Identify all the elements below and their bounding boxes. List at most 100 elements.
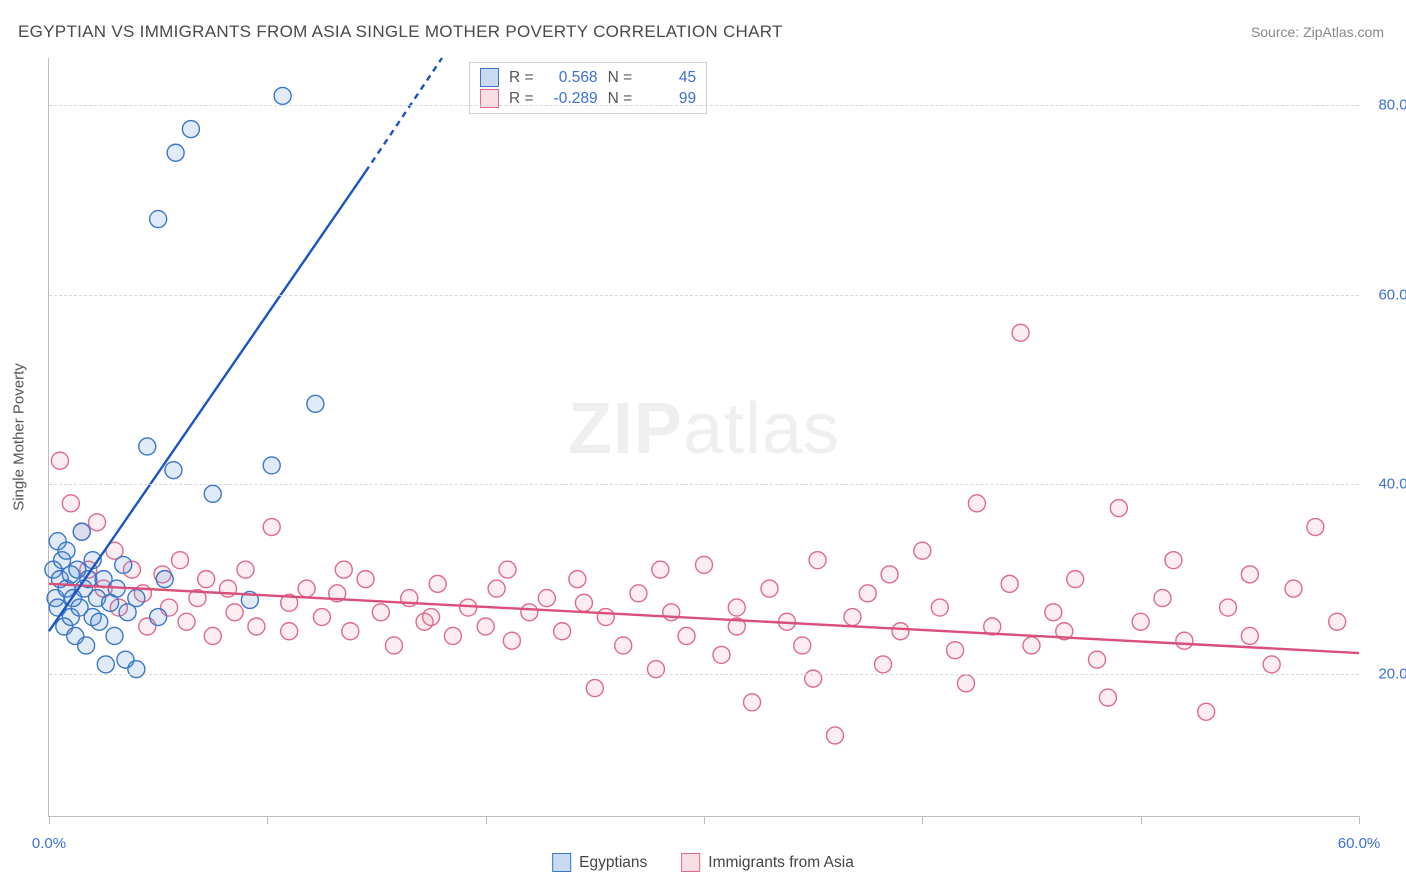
data-point [73, 523, 90, 540]
data-point [150, 609, 167, 626]
data-point [89, 514, 106, 531]
data-point [958, 675, 975, 692]
data-point [761, 580, 778, 597]
data-point [263, 457, 280, 474]
data-point [597, 609, 614, 626]
data-point [423, 609, 440, 626]
x-tick [922, 816, 923, 824]
data-point [678, 627, 695, 644]
data-point [115, 556, 132, 573]
data-point [647, 661, 664, 678]
data-point [1132, 613, 1149, 630]
data-point [1154, 590, 1171, 607]
data-point [198, 571, 215, 588]
data-point [78, 637, 95, 654]
data-point [892, 623, 909, 640]
data-point [696, 556, 713, 573]
legend-swatch-egyptians [552, 853, 571, 872]
data-point [62, 495, 79, 512]
data-point [172, 552, 189, 569]
legend-swatch-immigrants [681, 853, 700, 872]
data-point [274, 87, 291, 104]
data-point [488, 580, 505, 597]
data-point [156, 571, 173, 588]
data-point [827, 727, 844, 744]
data-point [128, 590, 145, 607]
data-point [1067, 571, 1084, 588]
legend-label-egyptians: Egyptians [579, 854, 647, 872]
data-point [385, 637, 402, 654]
data-point [575, 594, 592, 611]
data-point [1165, 552, 1182, 569]
x-tick [267, 816, 268, 824]
data-point [713, 646, 730, 663]
gridline [49, 295, 1359, 296]
data-point [881, 566, 898, 583]
data-point [204, 627, 221, 644]
data-point [226, 604, 243, 621]
y-tick-label: 20.0% [1366, 665, 1406, 682]
data-point [372, 604, 389, 621]
data-point [728, 599, 745, 616]
data-point [342, 623, 359, 640]
data-point [182, 121, 199, 138]
data-point [335, 561, 352, 578]
data-point [914, 542, 931, 559]
data-point [1110, 500, 1127, 517]
data-point [1198, 703, 1215, 720]
data-point [128, 661, 145, 678]
y-tick-label: 80.0% [1366, 97, 1406, 114]
data-point [1220, 599, 1237, 616]
data-point [844, 609, 861, 626]
data-point [503, 632, 520, 649]
data-point [429, 575, 446, 592]
data-point [586, 680, 603, 697]
data-point [357, 571, 374, 588]
data-point [281, 623, 298, 640]
data-point [1241, 627, 1258, 644]
data-point [499, 561, 516, 578]
data-point [1307, 519, 1324, 536]
legend-item-egyptians: Egyptians [552, 853, 647, 872]
data-point [150, 211, 167, 228]
data-point [444, 627, 461, 644]
data-point [97, 656, 114, 673]
y-tick-label: 40.0% [1366, 476, 1406, 493]
y-tick-label: 60.0% [1366, 286, 1406, 303]
gridline [49, 484, 1359, 485]
x-tick [1141, 816, 1142, 824]
trend-line [366, 58, 442, 172]
data-point [1263, 656, 1280, 673]
plot-area: Single Mother Poverty ZIPatlas R = 0.568… [48, 58, 1359, 817]
data-point [248, 618, 265, 635]
data-point [1001, 575, 1018, 592]
data-point [931, 599, 948, 616]
bottom-legend: Egyptians Immigrants from Asia [552, 853, 854, 872]
data-point [554, 623, 571, 640]
x-tick [49, 816, 50, 824]
data-point [859, 585, 876, 602]
data-point [630, 585, 647, 602]
x-tick-label: 0.0% [32, 835, 66, 852]
data-point [538, 590, 555, 607]
data-point [307, 395, 324, 412]
data-point [263, 519, 280, 536]
data-point [91, 613, 108, 630]
data-point [1045, 604, 1062, 621]
data-point [477, 618, 494, 635]
data-point [1012, 324, 1029, 341]
data-point [298, 580, 315, 597]
data-point [313, 609, 330, 626]
data-point [569, 571, 586, 588]
legend-label-immigrants: Immigrants from Asia [708, 854, 854, 872]
data-point [794, 637, 811, 654]
data-point [968, 495, 985, 512]
data-point [139, 438, 156, 455]
chart-title: EGYPTIAN VS IMMIGRANTS FROM ASIA SINGLE … [18, 22, 783, 42]
data-point [1023, 637, 1040, 654]
data-point [1285, 580, 1302, 597]
data-point [58, 542, 75, 559]
data-point [1241, 566, 1258, 583]
gridline [49, 105, 1359, 106]
data-point [615, 637, 632, 654]
